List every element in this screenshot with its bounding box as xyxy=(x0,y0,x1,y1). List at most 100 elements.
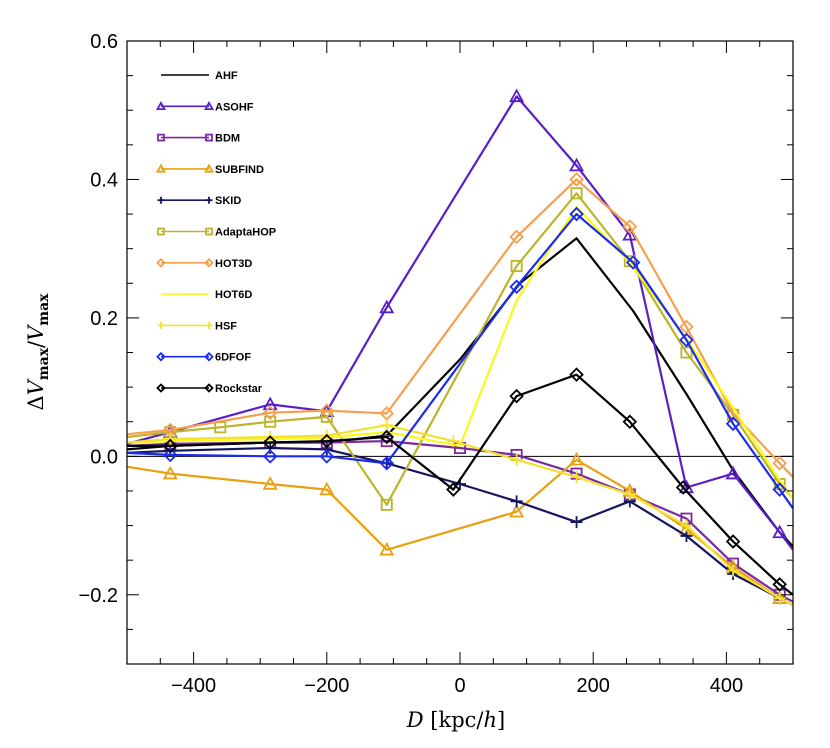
data-point-adaptahop xyxy=(264,415,277,428)
data-point-asohf xyxy=(262,396,278,411)
legend-label: AHF xyxy=(215,70,238,82)
legend-entry-hot3d: HOT3D xyxy=(156,258,252,270)
x-tick-label: −200 xyxy=(304,675,349,697)
data-point-rockstar xyxy=(725,534,741,549)
legend-entry-adaptahop: AdaptaHOP xyxy=(157,227,276,239)
legend-label: HOT6D xyxy=(215,289,252,301)
data-point-rockstar xyxy=(569,367,584,382)
legend-marker-rockstar xyxy=(156,383,166,393)
legend-label: BDM xyxy=(215,133,240,145)
data-point-hsf xyxy=(447,435,460,448)
data-point-rockstar xyxy=(319,433,335,449)
legend-entry-skid: SKID xyxy=(157,195,241,207)
data-point-skid xyxy=(680,529,693,542)
data-point-rockstar xyxy=(622,414,638,429)
data-point-subfind xyxy=(319,481,335,496)
data-point-asohf xyxy=(569,157,585,172)
data-point-hsf xyxy=(680,519,693,532)
legend-marker-subfind xyxy=(155,163,167,173)
legend-entry-6dfof: 6DFOF xyxy=(156,351,251,364)
x-axis-title: D [kpc/h] xyxy=(406,708,505,732)
series-6dfof xyxy=(127,206,793,509)
legend-marker-rockstar xyxy=(204,383,214,393)
data-point-rockstar xyxy=(772,577,787,592)
data-point-asohf xyxy=(622,226,638,241)
data-point-adaptahop xyxy=(320,410,333,423)
x-tick-label: 200 xyxy=(577,675,610,697)
legend-marker-asohf xyxy=(155,100,167,110)
y-tick-label: 0.6 xyxy=(90,31,118,53)
legend-label: Rockstar xyxy=(215,383,263,395)
legend-label: SKID xyxy=(215,195,241,207)
data-point-6dfof xyxy=(679,332,694,348)
legend-entry-hot6d: HOT6D xyxy=(161,289,252,301)
legend-marker-6dfof xyxy=(156,351,166,362)
y-tick-label: 0.2 xyxy=(90,308,118,330)
data-point-asohf xyxy=(725,465,741,480)
series-line-subfind xyxy=(127,458,793,607)
data-point-rockstar xyxy=(675,480,691,495)
data-point-hot3d xyxy=(725,406,741,421)
legend-marker-subfind xyxy=(203,163,215,173)
legend-marker-bdm xyxy=(157,133,165,142)
legend-label: AdaptaHOP xyxy=(215,227,276,239)
legend-marker-hot3d xyxy=(156,258,166,268)
data-point-6dfof xyxy=(163,447,178,463)
data-point-6dfof xyxy=(569,206,584,222)
data-point-6dfof xyxy=(625,255,641,270)
data-point-rockstar xyxy=(163,438,178,454)
legend-marker-hsf xyxy=(205,321,213,329)
legend-marker-bdm xyxy=(205,133,213,142)
x-tick-label: −400 xyxy=(171,675,216,697)
data-point-hot3d xyxy=(622,219,638,234)
y-axis-title: ΔVmax/Vmax xyxy=(24,293,52,411)
data-point-hsf xyxy=(510,453,523,466)
legend-entry-ahf: AHF xyxy=(161,70,238,82)
legend-marker-skid xyxy=(205,196,213,204)
data-point-hot3d xyxy=(319,403,335,418)
data-point-hot3d xyxy=(262,405,278,420)
data-point-rockstar xyxy=(446,482,461,497)
data-point-asohf xyxy=(379,299,395,314)
data-point-hsf xyxy=(623,488,636,501)
legend-label: HOT3D xyxy=(215,258,252,270)
data-point-adaptahop xyxy=(680,346,693,359)
legend-label: 6DFOF xyxy=(215,352,251,364)
legend-marker-hsf xyxy=(157,321,165,329)
data-point-subfind xyxy=(509,503,525,518)
legend-entry-rockstar: Rockstar xyxy=(156,383,263,395)
legend-marker-hot3d xyxy=(204,258,214,268)
legend-label: ASOHF xyxy=(215,101,254,113)
data-point-6dfof xyxy=(262,449,278,464)
data-point-subfind xyxy=(379,541,395,556)
legend-marker-6dfof xyxy=(204,351,214,362)
data-point-hsf xyxy=(570,471,583,484)
data-point-6dfof xyxy=(319,449,335,464)
data-point-6dfof xyxy=(509,279,524,295)
series-line-rockstar xyxy=(127,373,793,596)
data-point-asohf xyxy=(772,524,788,539)
y-tick-label: 0.4 xyxy=(90,169,118,191)
data-point-hot3d xyxy=(509,229,524,245)
data-point-skid xyxy=(510,495,523,508)
data-point-6dfof xyxy=(379,455,395,471)
data-point-subfind xyxy=(569,451,585,466)
legend-entry-subfind: SUBFIND xyxy=(155,163,264,176)
data-point-hsf xyxy=(727,564,740,577)
data-point-subfind xyxy=(162,465,178,480)
y-tick-label: 0.0 xyxy=(90,446,118,468)
legend-marker-skid xyxy=(157,196,165,204)
data-point-adaptahop xyxy=(380,498,393,511)
data-point-rockstar xyxy=(509,388,524,404)
legend-marker-adaptahop xyxy=(205,227,213,236)
data-point-hot3d xyxy=(772,455,787,471)
legend-label: HSF xyxy=(215,320,237,332)
series-line-6dfof xyxy=(127,213,793,509)
legend-entry-hsf: HSF xyxy=(157,320,237,332)
legend-entry-bdm: BDM xyxy=(157,133,240,145)
data-point-rockstar xyxy=(262,435,278,450)
data-point-hsf xyxy=(380,419,393,432)
series-rockstar xyxy=(127,367,793,596)
data-point-asohf xyxy=(509,88,525,103)
